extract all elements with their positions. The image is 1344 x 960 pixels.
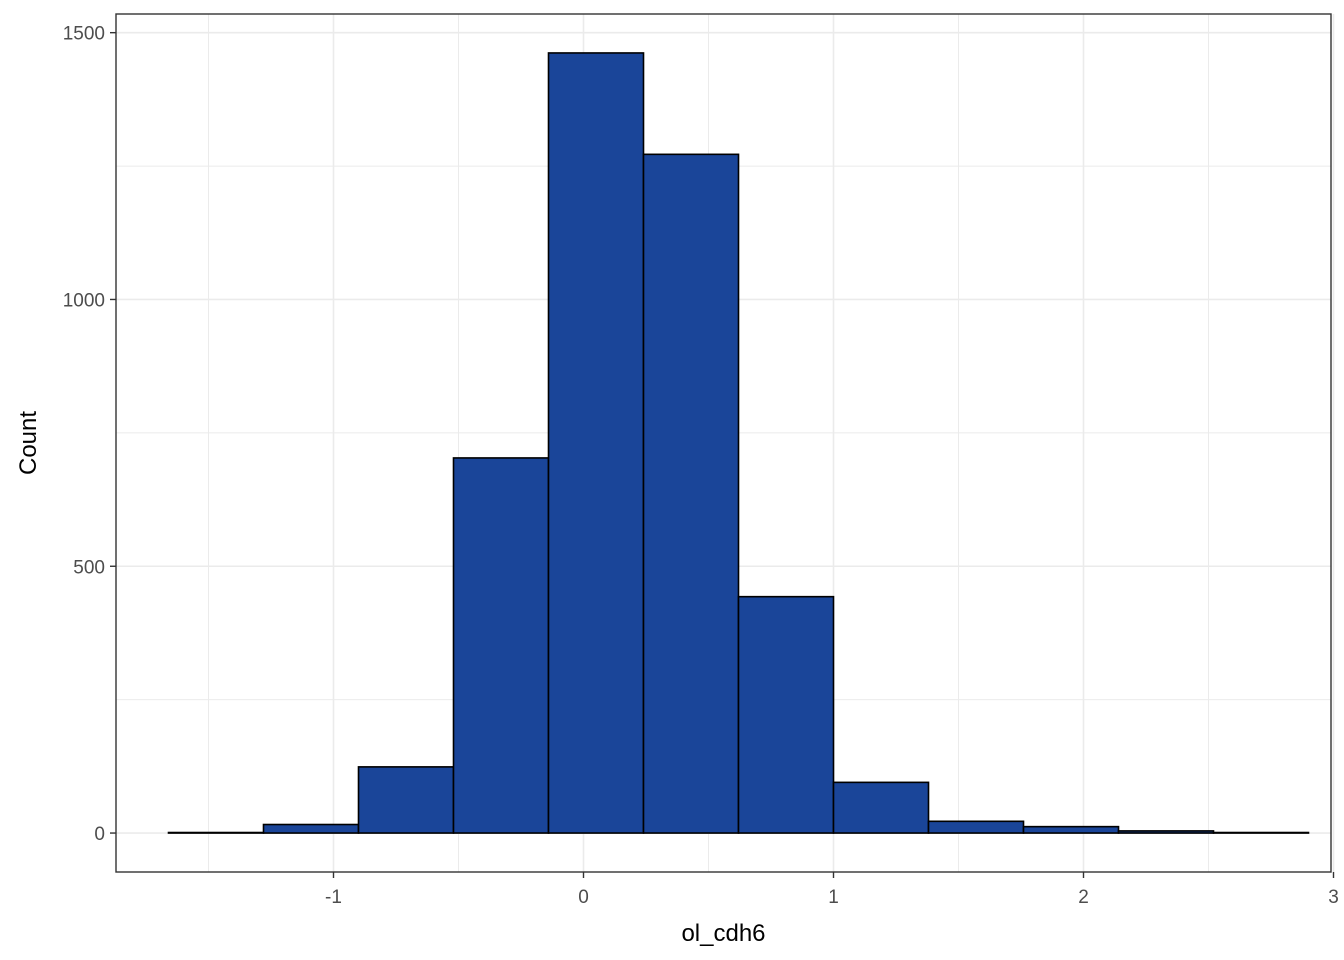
x-axis-title: ol_cdh6 bbox=[681, 920, 765, 947]
histogram-bar bbox=[262, 823, 360, 834]
y-tick-label: 1500 bbox=[63, 24, 105, 45]
histogram-bar bbox=[167, 831, 265, 834]
histogram-bar bbox=[737, 595, 835, 834]
x-tick-label: 0 bbox=[578, 887, 589, 908]
histogram-bars bbox=[167, 52, 1310, 834]
histogram-bar bbox=[452, 457, 550, 834]
histogram-bar bbox=[1117, 830, 1215, 834]
histogram-bar bbox=[927, 820, 1025, 834]
x-tick-label: 2 bbox=[1078, 887, 1089, 908]
histogram-bar bbox=[1022, 825, 1120, 834]
histogram-bar bbox=[642, 153, 740, 834]
histogram-bar bbox=[832, 781, 930, 834]
x-tick-label: 3 bbox=[1328, 887, 1339, 908]
panel-border bbox=[115, 13, 1332, 873]
x-tick-label: -1 bbox=[325, 887, 342, 908]
y-axis-title: Count bbox=[15, 411, 42, 475]
histogram-bar bbox=[357, 766, 455, 834]
axis-ticks: -1 0 1 2 3 0 500 1000 1500 bbox=[63, 24, 1339, 908]
y-tick-label: 1000 bbox=[63, 290, 105, 311]
histogram-bar bbox=[547, 52, 645, 834]
x-tick-label: 1 bbox=[828, 887, 839, 908]
y-tick-label: 500 bbox=[73, 557, 105, 578]
y-tick-label: 0 bbox=[94, 824, 105, 845]
histogram-bar bbox=[1212, 831, 1310, 834]
